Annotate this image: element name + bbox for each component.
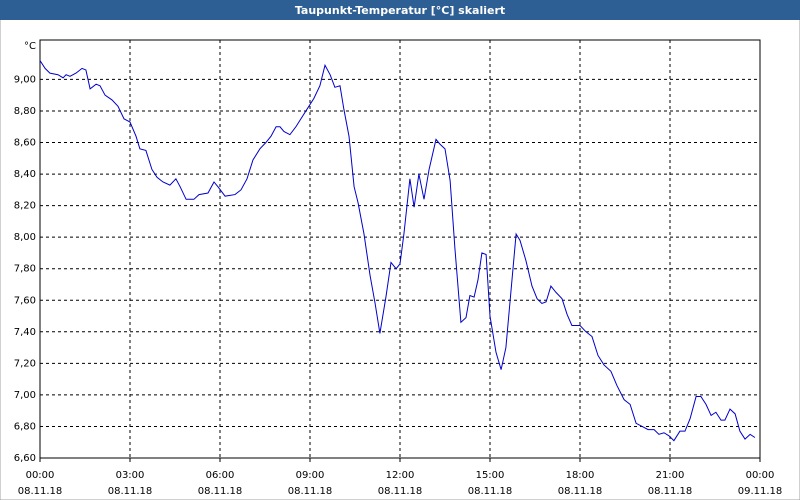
y-tick-label: 8,00 [14,232,36,243]
x-tick-date: 08.11.18 [558,486,603,497]
x-tick-label: 18:00 [566,470,595,481]
x-tick-label: 09:00 [296,470,325,481]
y-tick-label: 6,60 [14,453,36,464]
y-tick-label: 7,60 [14,295,36,306]
title-bar [0,0,800,20]
x-tick-label: 12:00 [386,470,415,481]
y-tick-label: 7,20 [14,358,36,369]
chart-title: Taupunkt-Temperatur [°C] skaliert [295,4,505,17]
y-tick-label: 8,60 [14,138,36,149]
x-tick-date: 08.11.18 [18,486,63,497]
y-axis-unit: °C [24,41,36,52]
y-tick-label: 6,80 [14,421,36,432]
x-tick-date: 09.11.18 [738,486,783,497]
y-tick-label: 8,40 [14,169,36,180]
y-tick-label: 7,80 [14,264,36,275]
y-tick-label: 7,40 [14,327,36,338]
x-tick-label: 00:00 [26,470,55,481]
y-tick-label: 7,00 [14,390,36,401]
y-tick-label: 8,80 [14,106,36,117]
x-tick-date: 08.11.18 [648,486,693,497]
x-tick-date: 08.11.18 [198,486,243,497]
data-line [39,60,756,442]
x-tick-date: 08.11.18 [108,486,153,497]
x-tick-label: 03:00 [116,470,145,481]
x-tick-date: 08.11.18 [378,486,423,497]
x-tick-label: 21:00 [656,470,685,481]
x-tick-label: 06:00 [206,470,235,481]
x-tick-label: 00:00 [746,470,775,481]
x-tick-date: 08.11.18 [288,486,333,497]
y-tick-label: 8,20 [14,201,36,212]
x-tick-date: 08.11.18 [468,486,513,497]
y-tick-label: 9,00 [14,74,36,85]
x-tick-label: 15:00 [476,470,505,481]
